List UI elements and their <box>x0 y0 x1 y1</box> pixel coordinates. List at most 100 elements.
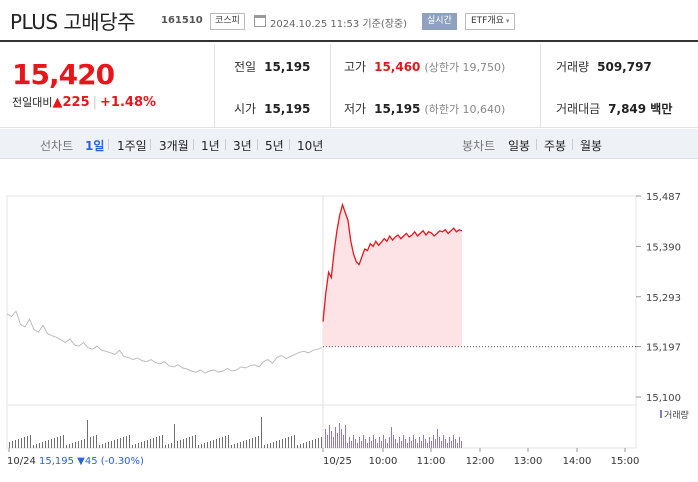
volume-bar <box>69 444 70 448</box>
volume-bars <box>9 417 462 448</box>
volume-bar <box>393 435 394 448</box>
volume-bar <box>132 445 133 448</box>
volume-bar <box>159 436 160 448</box>
plot-frame <box>6 195 637 449</box>
x-tick-label: 10:00 <box>369 456 398 467</box>
volume-bar <box>144 441 145 448</box>
volume-bar <box>309 441 310 448</box>
volume-bar <box>222 437 223 448</box>
divider <box>540 44 541 128</box>
volume-bar <box>447 443 448 448</box>
volume-bar <box>349 437 350 448</box>
series-line-10-25 <box>322 202 463 322</box>
change-label: 전일대비 <box>12 96 53 109</box>
volume-bar <box>351 441 352 448</box>
low-cell: 저가 15,195 (하한가 10,640) <box>344 100 505 117</box>
volume-bar <box>333 437 334 448</box>
volume-bar <box>54 438 55 448</box>
period-1y[interactable]: 1년 <box>201 139 220 153</box>
volume-bar <box>327 435 328 448</box>
period-5y[interactable]: 5년 <box>265 139 284 153</box>
volume-bar <box>331 431 332 448</box>
price-chart[interactable]: 15,487 15,390 15,293 15,197 15,100 10/25 10:0… <box>0 160 698 482</box>
volume-bar <box>367 443 368 448</box>
divider <box>536 139 537 150</box>
volume-bar <box>439 437 440 448</box>
series-line-10-24 <box>6 310 323 374</box>
volume-bar <box>401 441 402 448</box>
volume-bar <box>102 444 103 448</box>
realtime-badge[interactable]: 실시간 <box>422 13 457 30</box>
volume-bar <box>189 437 190 448</box>
volume-bar <box>353 435 354 448</box>
volume-bar <box>341 429 342 448</box>
volume-bar <box>321 437 322 448</box>
volume-legend-label: 거래량 <box>664 409 689 421</box>
volume-bar <box>300 444 301 448</box>
volume-bar <box>33 445 34 448</box>
as-of-timestamp: 2024.10.25 11:53 기준(장중) <box>270 19 408 30</box>
volume-bar <box>325 429 326 448</box>
volume-bar <box>279 440 280 448</box>
volume-bar <box>240 442 241 448</box>
volume-bar <box>457 443 458 448</box>
period-10y[interactable]: 10년 <box>297 139 324 153</box>
volume-bar <box>427 443 428 448</box>
volume-bar <box>111 441 112 448</box>
period-1d[interactable]: 1일 <box>85 139 105 153</box>
candle-daily[interactable]: 일봉 <box>508 139 531 153</box>
stock-code: 161510 <box>161 15 203 26</box>
volume-bar <box>204 443 205 448</box>
volume-bar <box>96 435 97 448</box>
volume-bar <box>407 443 408 448</box>
volume-bar <box>329 425 330 448</box>
open-value: 15,195 <box>264 102 311 116</box>
candle-weekly[interactable]: 주봉 <box>544 139 567 153</box>
prev-day-percent: (-0.30%) <box>101 456 144 467</box>
volume-bar <box>315 439 316 448</box>
volume-bar <box>455 439 456 448</box>
x-tick-label: 12:00 <box>466 456 495 467</box>
x-tick-label: 15:00 <box>611 456 640 467</box>
prev-close-value: 15,195 <box>264 60 311 74</box>
x-tick-label: 13:00 <box>514 456 543 467</box>
volume-bar <box>395 439 396 448</box>
chart-canvas[interactable]: 15,487 15,390 15,293 15,197 15,100 10/25 10:0… <box>0 160 698 482</box>
volume-bar <box>162 435 163 448</box>
x-tick-label: 10/25 <box>323 456 352 467</box>
period-1w[interactable]: 1주일 <box>117 139 147 153</box>
market-badge: 코스피 <box>210 13 245 30</box>
volume-bar <box>264 445 265 448</box>
period-3y[interactable]: 3년 <box>233 139 252 153</box>
x-axis-ticks: 10/25 10:00 11:00 12:00 13:00 14:00 15:00 10/24… <box>7 448 639 467</box>
candle-monthly[interactable]: 월봉 <box>580 139 603 153</box>
volume-bar <box>213 440 214 448</box>
volume-bar <box>153 438 154 448</box>
volume-bar <box>105 443 106 448</box>
volume-bar <box>397 443 398 448</box>
volume-bar <box>375 439 376 448</box>
current-price: 15,420 <box>12 58 115 91</box>
volume-bar <box>12 441 13 448</box>
change-percent: +1.48% <box>100 95 157 110</box>
etf-overview-button[interactable]: ETF개요 ▾ <box>465 13 516 30</box>
up-arrow-icon: ▲ <box>52 95 63 110</box>
volume-bar <box>273 442 274 448</box>
chevron-down-icon: ▾ <box>505 17 510 25</box>
volume-bar <box>339 423 340 448</box>
price-box: 15,420 전일대비▲225 | +1.48% <box>0 44 215 128</box>
high-cell: 고가 15,460 (상한가 19,750) <box>344 58 505 75</box>
volume-bar <box>417 443 418 448</box>
volume-bar <box>435 439 436 448</box>
volume-bar <box>429 437 430 448</box>
period-3m[interactable]: 3개월 <box>159 139 189 153</box>
volume-bar <box>270 443 271 448</box>
y-tick-label: 15,293 <box>646 293 681 304</box>
volume-bar <box>459 437 460 448</box>
y-tick-label: 15,100 <box>646 393 681 404</box>
volume-value: 509,797 <box>597 60 652 74</box>
volume-bar <box>171 443 172 448</box>
volume-bar <box>42 442 43 448</box>
divider <box>289 139 290 150</box>
volume-bar <box>297 445 298 448</box>
